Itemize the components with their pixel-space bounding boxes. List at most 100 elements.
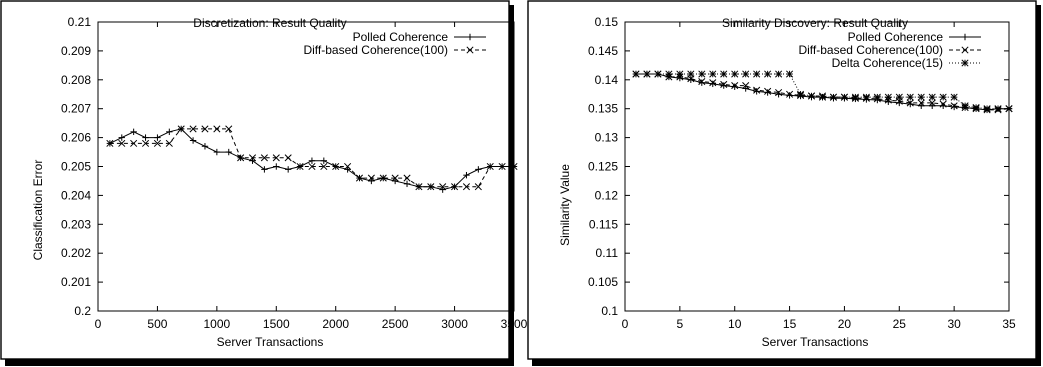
data-point-series-3: [840, 93, 848, 101]
data-point-series-1: [189, 137, 197, 144]
data-point-series-1: [709, 80, 716, 88]
frame: [527, 0, 1037, 360]
data-point-series-1: [261, 166, 268, 173]
data-point-series-3: [753, 70, 761, 78]
plot-area: 0 5 10 15 20 25 30 35 0.1 0.105 0.11 0.115 0.12 0.125…: [588, 15, 1016, 331]
data-point-series-2: [709, 79, 717, 87]
x-tick-label: 5: [677, 317, 684, 331]
x-tick-label: 20: [838, 317, 852, 331]
data-point-series-2: [775, 88, 783, 97]
data-point-series-1: [731, 83, 738, 90]
data-point-series-2: [201, 125, 209, 133]
data-point-series-2: [451, 183, 459, 191]
data-point-series-2: [720, 80, 728, 88]
y-tick-label: 0.145: [588, 44, 618, 58]
data-point-series-3: [994, 105, 1002, 113]
data-point-series-2: [272, 154, 280, 162]
y-tick-label: 0.201: [61, 275, 91, 289]
data-point-series-3: [731, 70, 739, 78]
data-point-series-1: [753, 88, 760, 95]
x-tick-label: 10: [728, 317, 742, 331]
data-point-series-3: [764, 70, 772, 78]
legend-swatch-marker: [466, 33, 474, 41]
data-point-series-1: [320, 157, 328, 164]
data-point-series-2: [786, 90, 794, 98]
data-point-series-2: [213, 125, 221, 133]
chart-svg-similarity: Similarity Discovery: Result Quality Ser…: [527, 0, 1041, 366]
data-point-series-1: [687, 76, 695, 83]
y-tick-label: 0.13: [595, 131, 619, 145]
data-point-series-1: [154, 134, 161, 141]
data-point-series-1: [764, 89, 771, 96]
data-point-series-1: [742, 85, 749, 92]
data-point-series-1: [391, 177, 399, 185]
data-point-series-2: [189, 125, 197, 133]
data-point-series-1: [403, 180, 411, 188]
data-point-series-2: [906, 99, 914, 107]
data-point-series-2: [439, 183, 447, 191]
x-tick-label: 15: [783, 317, 797, 331]
y-axis-label: Classification Error: [31, 160, 45, 261]
data-point-series-2: [764, 87, 772, 95]
data-point-series-3: [873, 93, 881, 101]
data-point-series-2: [486, 162, 494, 171]
frame: [0, 0, 510, 360]
data-point-series-1: [142, 134, 149, 141]
y-tick-label: 0.1: [601, 304, 618, 318]
data-point-series-1: [284, 166, 292, 173]
data-point-series-1: [166, 128, 173, 136]
data-point-series-2: [248, 154, 257, 162]
data-point-series-1: [950, 103, 958, 111]
y-tick-label: 0.21: [68, 15, 92, 29]
data-point-series-2: [928, 99, 936, 107]
data-point-series-2: [355, 174, 364, 182]
data-point-series-2: [415, 183, 423, 191]
data-point-series-3: [676, 70, 684, 78]
data-point-series-2: [344, 162, 352, 171]
plot-area: 0 500 1000 1500 2000 2500 3000 3500 0.2 0.201 0.20…: [61, 15, 528, 331]
data-point-series-2: [917, 99, 925, 107]
legend-label: Polled Coherence: [353, 30, 449, 44]
chart-title: Similarity Discovery: Result Quality: [722, 16, 908, 30]
legend-swatch-marker: [961, 33, 969, 41]
x-tick-label: 1000: [204, 317, 231, 331]
data-point-series-1: [118, 134, 125, 141]
y-tick-label: 0.206: [61, 131, 91, 145]
data-point-series-2: [225, 125, 233, 133]
x-tick-label: 500: [147, 317, 167, 331]
data-point-series-3: [775, 70, 783, 78]
y-tick-label: 0.11: [596, 246, 619, 260]
data-point-series-2: [379, 174, 387, 182]
data-point-series-3: [928, 93, 936, 101]
data-point-series-2: [939, 100, 947, 108]
legend-label: Polled Coherence: [848, 30, 944, 44]
data-point-series-3: [906, 93, 914, 101]
y-axis-label: Similarity Value: [558, 164, 572, 246]
chart-title: Discretization: Result Quality: [193, 16, 346, 30]
y-tick-label: 0.12: [595, 188, 619, 202]
y-tick-label: 0.203: [61, 217, 91, 231]
data-point-series-1: [720, 82, 727, 89]
x-tick-label: 30: [947, 317, 961, 331]
data-point-series-2: [260, 154, 268, 162]
data-point-series-1: [786, 92, 793, 99]
data-point-series-3: [742, 70, 750, 78]
data-point-series-3: [698, 70, 706, 78]
data-point-series-2: [474, 183, 482, 191]
data-point-series-3: [665, 70, 673, 78]
data-point-series-2: [753, 86, 761, 94]
chart-panel-discretization: Discretization: Result Quality Server Tr…: [0, 0, 528, 366]
data-point-series-2: [296, 162, 304, 171]
data-point-series-3: [950, 93, 958, 101]
data-point-series-2: [153, 139, 161, 147]
data-point-series-2: [106, 139, 114, 147]
y-tick-label: 0.115: [589, 217, 618, 231]
data-point-series-3: [632, 70, 640, 78]
data-point-series-3: [917, 93, 925, 101]
data-point-series-3: [939, 93, 947, 101]
data-point-series-3: [687, 70, 695, 78]
data-point-series-1: [273, 163, 280, 170]
data-point-series-1: [463, 171, 470, 179]
data-point-series-1: [213, 148, 221, 156]
data-point-series-2: [165, 139, 173, 147]
